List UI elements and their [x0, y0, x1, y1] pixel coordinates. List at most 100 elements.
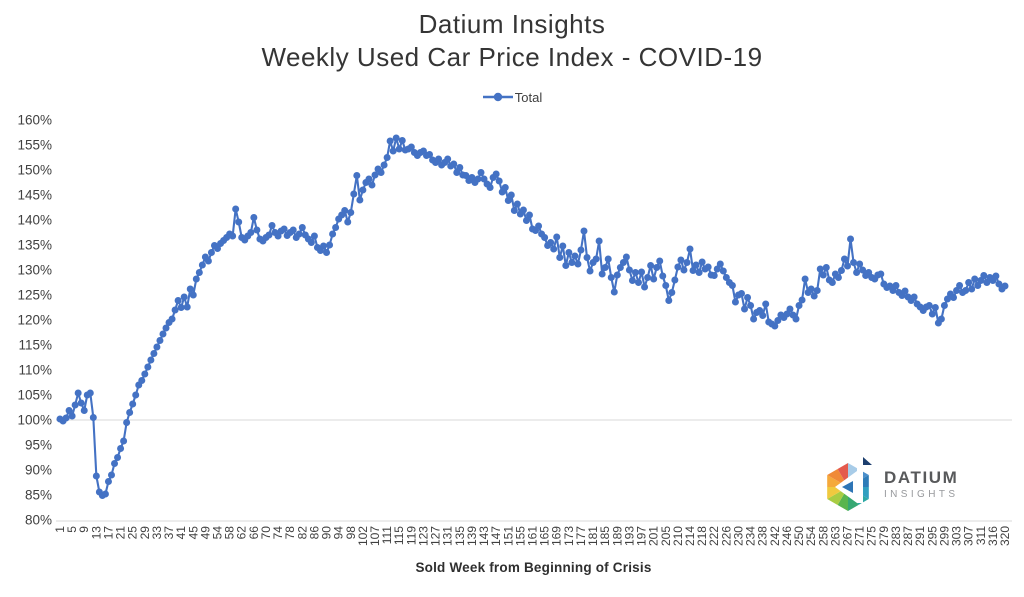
data-point-marker: [992, 272, 1000, 280]
data-point-marker: [647, 262, 655, 269]
data-point-marker: [965, 279, 973, 286]
data-point-marker: [380, 161, 388, 169]
x-tick-label: 131: [441, 526, 455, 546]
x-tick-label: 78: [283, 526, 297, 540]
x-tick-label: 275: [865, 526, 879, 546]
x-tick-label: 25: [126, 526, 140, 540]
data-point-marker: [847, 235, 855, 243]
data-point-marker: [359, 186, 367, 194]
data-point-marker: [971, 275, 979, 283]
legend-label: Total: [514, 89, 543, 105]
data-point-marker: [204, 257, 212, 265]
data-point-marker: [910, 293, 918, 301]
x-axis-title: Sold Week from Beginning of Crisis: [415, 560, 652, 575]
x-tick-label: 316: [986, 526, 1000, 546]
x-tick-label: 226: [719, 526, 733, 546]
data-point-marker: [147, 356, 155, 364]
data-point-marker: [495, 177, 503, 185]
x-tick-label: 98: [344, 526, 358, 540]
data-point-marker: [813, 287, 821, 294]
x-tick-label: 311: [974, 526, 988, 545]
y-tick-label: 125%: [17, 288, 52, 303]
data-point-marker: [392, 134, 400, 142]
data-point-marker: [828, 279, 836, 286]
data-point-marker: [183, 303, 191, 311]
x-tick-label: 283: [889, 526, 903, 546]
data-point-marker: [111, 460, 119, 467]
x-tick-label: 107: [368, 526, 382, 546]
data-point-marker: [350, 190, 358, 198]
data-point-marker: [892, 282, 900, 289]
data-point-marker: [386, 137, 394, 145]
x-tick-label: 201: [647, 526, 661, 546]
data-point-marker: [577, 246, 585, 254]
data-point-marker: [601, 264, 609, 271]
data-point-marker: [507, 191, 515, 199]
data-point-marker: [859, 266, 867, 274]
datium-logo-icon: [827, 457, 872, 511]
data-point-marker: [680, 266, 688, 274]
data-point-marker: [235, 218, 243, 226]
data-point-marker: [792, 315, 800, 323]
y-tick-label: 145%: [17, 188, 52, 203]
data-point-marker: [247, 229, 255, 236]
data-point-marker: [456, 164, 464, 171]
data-point-marker: [474, 175, 482, 183]
data-point-marker: [928, 310, 936, 318]
x-tick-label: 254: [804, 526, 818, 546]
data-point-marker: [622, 253, 630, 261]
data-point-marker: [692, 261, 700, 269]
x-tick-label: 82: [295, 526, 309, 540]
x-tick-label: 49: [198, 526, 212, 540]
x-tick-label: 33: [150, 526, 164, 540]
total-series-line: [58, 136, 1007, 497]
y-tick-label: 85%: [25, 488, 52, 503]
x-tick-label: 102: [356, 526, 370, 546]
brand-logo: DATIUM INSIGHTS: [826, 452, 1016, 516]
data-point-marker: [198, 261, 206, 269]
x-tick-label: 263: [828, 526, 842, 546]
data-point-marker: [65, 407, 73, 414]
x-tick-label: 230: [731, 526, 745, 546]
data-point-marker: [192, 275, 200, 283]
data-point-marker: [541, 234, 549, 241]
data-point-marker: [104, 478, 112, 485]
data-point-marker: [486, 184, 494, 191]
data-point-marker: [186, 285, 194, 293]
data-point-marker: [189, 291, 197, 299]
data-point-marker: [844, 262, 851, 270]
data-point-marker: [513, 200, 521, 208]
data-point-marker: [592, 255, 600, 263]
data-point-marker: [171, 306, 179, 314]
data-point-marker: [153, 343, 161, 351]
data-point-marker: [822, 264, 830, 271]
x-tick-label: 111: [380, 526, 394, 545]
x-tick-label: 70: [259, 526, 273, 540]
data-point-marker: [759, 312, 767, 319]
data-point-marker: [62, 414, 70, 422]
x-tick-label: 147: [489, 526, 503, 546]
data-point-marker: [638, 268, 646, 276]
data-point-marker: [641, 283, 649, 291]
x-tick-label: 37: [162, 526, 176, 540]
data-point-marker: [937, 315, 945, 323]
data-point-marker: [613, 271, 621, 279]
x-tick-label: 234: [744, 526, 758, 546]
x-tick-label: 54: [211, 526, 225, 540]
data-point-marker: [229, 232, 237, 240]
data-point-marker: [341, 207, 349, 214]
legend: Total: [0, 88, 1024, 106]
data-point-marker: [365, 175, 373, 183]
data-point-marker: [698, 258, 706, 266]
x-tick-label: 74: [271, 526, 285, 540]
data-point-marker: [586, 267, 594, 275]
data-point-marker: [444, 155, 452, 163]
data-point-marker: [126, 409, 134, 416]
data-point-marker: [501, 184, 509, 191]
x-tick-label: 1: [53, 526, 67, 533]
x-tick-label: 303: [950, 526, 964, 546]
data-point-marker: [850, 259, 858, 266]
x-tick-label: 58: [223, 526, 237, 540]
y-tick-label: 90%: [25, 463, 52, 478]
